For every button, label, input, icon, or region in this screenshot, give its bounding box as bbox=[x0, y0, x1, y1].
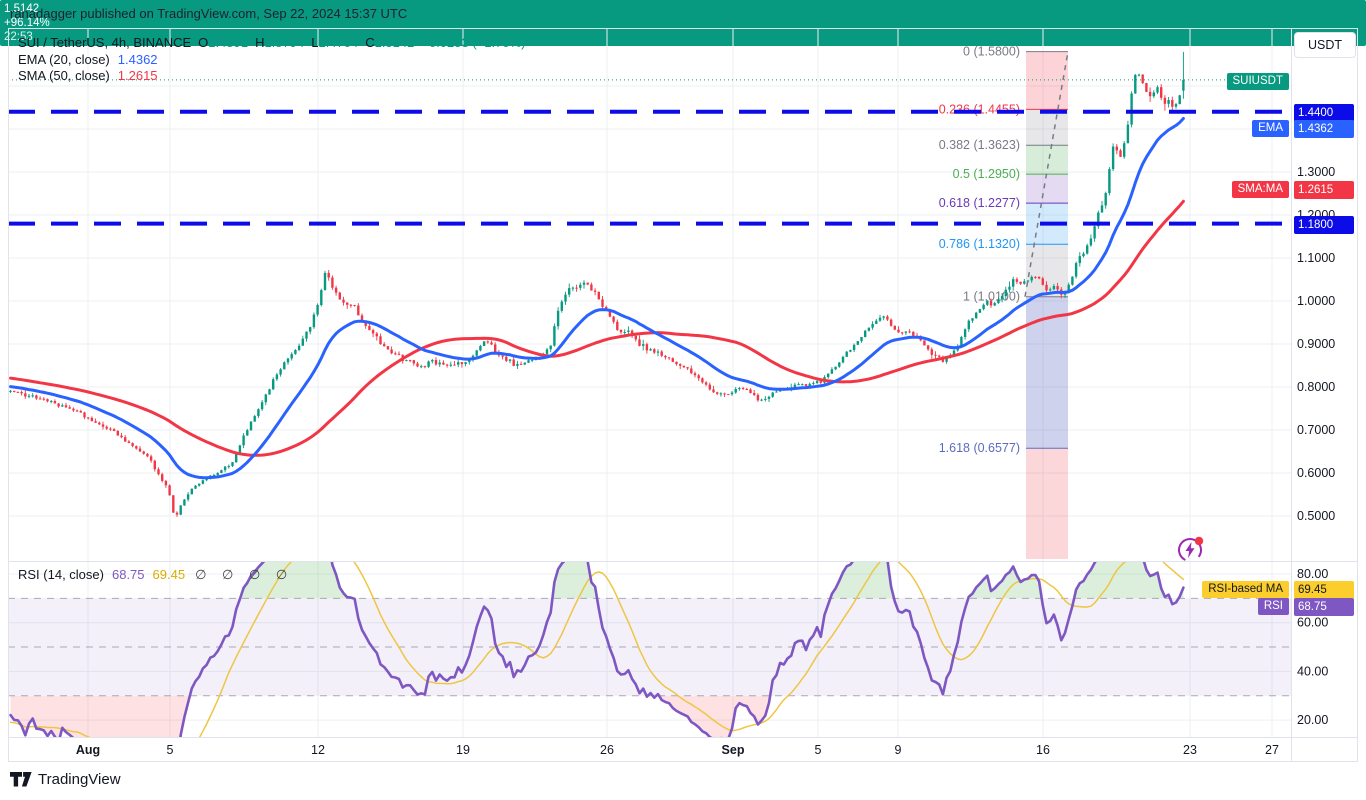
ema-legend[interactable]: EMA (20, close) 1.4362 bbox=[18, 52, 158, 67]
svg-text:0 (1.5800): 0 (1.5800) bbox=[963, 45, 1020, 59]
svg-text:0.5 (1.2950): 0.5 (1.2950) bbox=[953, 167, 1020, 181]
price-tick-label: 0.5000 bbox=[1297, 509, 1335, 523]
rsi-axis-value: 68.75 bbox=[1294, 598, 1354, 616]
time-tick-label: 5 bbox=[167, 743, 174, 757]
time-tick-label: 26 bbox=[600, 743, 614, 757]
ema-value: 1.4362 bbox=[117, 52, 158, 67]
flash-icon[interactable] bbox=[1175, 535, 1204, 564]
svg-text:0.382 (1.3623): 0.382 (1.3623) bbox=[939, 138, 1020, 152]
ohlc-high-value: 1.5794 bbox=[264, 35, 305, 50]
price-tick-label: 1.0000 bbox=[1297, 294, 1335, 308]
ema-20-line bbox=[9, 117, 1185, 480]
ohlc-low-value: 1.4704 bbox=[318, 35, 359, 50]
svg-text:0.786 (1.1320): 0.786 (1.1320) bbox=[939, 237, 1020, 251]
rsi-empty-values: ∅ ∅ ∅ ∅ bbox=[195, 567, 294, 582]
symbol-title: SUI / TetherUS, 4h, BINANCE bbox=[18, 35, 192, 50]
hline-1.18-badge: 1.1800 bbox=[1294, 216, 1354, 234]
sma-label: SMA (50, close) bbox=[18, 68, 110, 83]
fib-trendline bbox=[1024, 51, 1069, 297]
price-tick-label: 1.1000 bbox=[1297, 251, 1335, 265]
sma-value: 1.2615 bbox=[117, 68, 158, 83]
rsi-ma-axis-value: 69.45 bbox=[1294, 581, 1354, 599]
rsi-ma-value: 69.45 bbox=[152, 567, 186, 582]
sma-axis-value: 1.2615 bbox=[1294, 181, 1354, 199]
tradingview-logo-icon bbox=[10, 772, 32, 787]
price-tick-label: 0.8000 bbox=[1297, 380, 1335, 394]
rsi-tick-label: 60.00 bbox=[1297, 616, 1328, 630]
tradingview-logo-text: TradingView bbox=[38, 771, 121, 788]
rsi-axis-tag: RSI bbox=[1257, 598, 1289, 615]
sma-legend[interactable]: SMA (50, close) 1.2615 bbox=[18, 68, 158, 83]
fib-retracement[interactable] bbox=[1024, 51, 1069, 559]
time-tick-label: 16 bbox=[1036, 743, 1050, 757]
ohlc-open-label: O bbox=[198, 35, 209, 50]
currency-toggle-button[interactable]: USDT bbox=[1294, 32, 1356, 58]
time-tick-label: 5 bbox=[815, 743, 822, 757]
sma-axis-tag: SMA:MA bbox=[1231, 181, 1289, 198]
change-value: +0.0253 (+1.70%) bbox=[421, 35, 526, 50]
tradingview-logo[interactable]: TradingView bbox=[10, 771, 121, 788]
rsi-ma-axis-tag: RSI-based MA bbox=[1202, 581, 1289, 598]
sma-50-line bbox=[9, 199, 1185, 457]
publish-caption: ranadagger published on TradingView.com,… bbox=[10, 6, 408, 21]
ohlc-close-value: 1.5142 bbox=[374, 35, 415, 50]
rsi-tick-label: 40.00 bbox=[1297, 664, 1328, 678]
bar-countdown: 22:53 bbox=[4, 31, 33, 43]
time-tick-label: Aug bbox=[76, 743, 100, 757]
last-price-badge: 1.5142 +96.14% 22:53 bbox=[0, 0, 1366, 46]
chart-border bbox=[8, 28, 1358, 762]
rsi-tick-label: 80.00 bbox=[1297, 567, 1328, 581]
rsi-value: 68.75 bbox=[111, 567, 145, 582]
candles bbox=[9, 51, 1185, 517]
ohlc-high-label: H bbox=[255, 35, 265, 50]
rsi-label: RSI (14, close) bbox=[18, 567, 104, 582]
price-tick-label: 0.6000 bbox=[1297, 466, 1335, 480]
ema-label: EMA (20, close) bbox=[18, 52, 110, 67]
last-price-tag: SUIUSDT bbox=[1226, 73, 1289, 90]
ohlc-close-label: C bbox=[365, 35, 375, 50]
ema-axis-tag: EMA bbox=[1252, 120, 1289, 137]
time-tick-label: 23 bbox=[1183, 743, 1197, 757]
price-tick-label: 0.9000 bbox=[1297, 337, 1335, 351]
time-tick-label: 27 bbox=[1265, 743, 1279, 757]
rsi-line bbox=[9, 562, 1185, 737]
hline-1.44-badge: 1.4400 bbox=[1294, 104, 1354, 122]
time-tick-label: 12 bbox=[311, 743, 325, 757]
rsi-legend[interactable]: RSI (14, close) 68.75 69.45 ∅ ∅ ∅ ∅ bbox=[18, 567, 293, 583]
rsi-tick-label: 20.00 bbox=[1297, 713, 1328, 727]
ema-axis-value: 1.4362 bbox=[1294, 120, 1354, 138]
time-tick-label: Sep bbox=[722, 743, 745, 757]
svg-text:1.618 (0.6577): 1.618 (0.6577) bbox=[939, 441, 1020, 455]
rsi-oversold-fill bbox=[10, 695, 1184, 737]
ohlc-low-label: L bbox=[311, 35, 319, 50]
last-change-pct: +96.14% bbox=[4, 17, 50, 29]
time-tick-label: 19 bbox=[456, 743, 470, 757]
rsi-ma-line bbox=[9, 562, 1185, 737]
last-price: 1.5142 bbox=[4, 3, 40, 15]
time-tick-label: 9 bbox=[895, 743, 902, 757]
svg-text:0.618 (1.2277): 0.618 (1.2277) bbox=[939, 196, 1020, 210]
price-tick-label: 0.7000 bbox=[1297, 423, 1335, 437]
svg-text:0.236 (1.4455): 0.236 (1.4455) bbox=[939, 102, 1020, 116]
symbol-legend[interactable]: SUI / TetherUS, 4h, BINANCE O1.4891 H1.579… bbox=[18, 35, 525, 50]
price-tick-label: 1.3000 bbox=[1297, 165, 1335, 179]
fib-level-labels: 0 (1.5800) 0.236 (1.4455) 0.382 (1.3623) 0.… bbox=[939, 45, 1020, 456]
ohlc-open-value: 1.4891 bbox=[208, 35, 249, 50]
rsi-overbought-fill bbox=[240, 562, 1184, 599]
